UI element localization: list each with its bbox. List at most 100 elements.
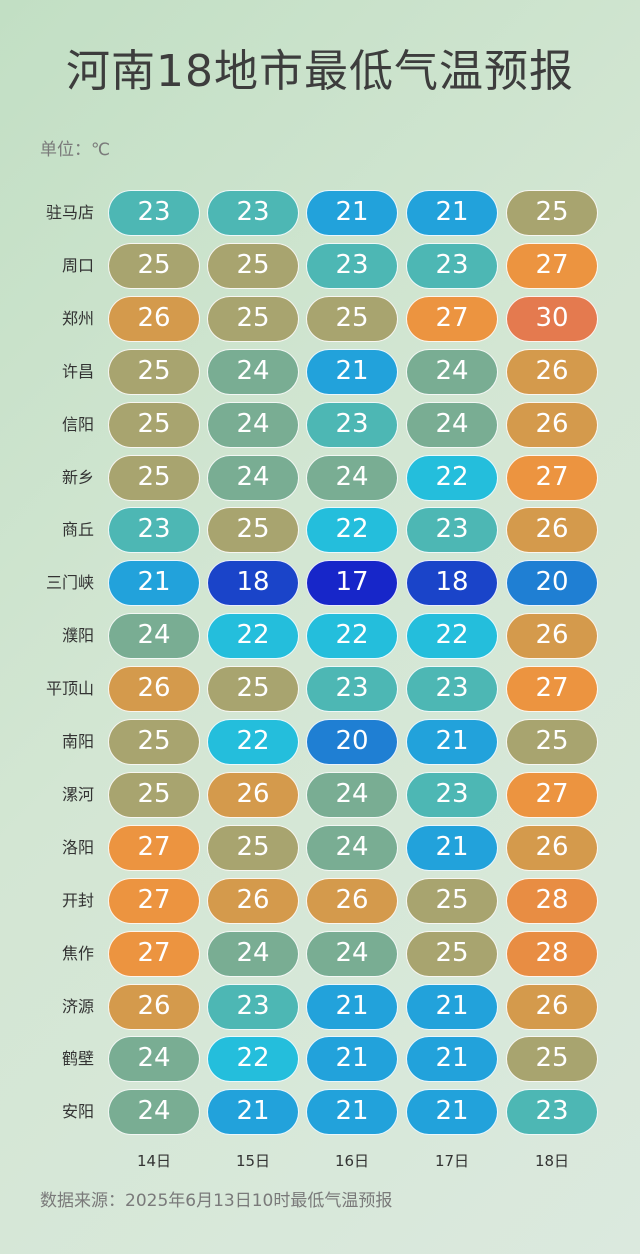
temperature-cell: 27 [506,771,598,818]
temperature-cell: 21 [306,983,398,1030]
page-title: 河南18地市最低气温预报 [66,46,574,97]
temperature-cell: 26 [506,824,598,871]
city-label: 济源 [61,996,94,1016]
temperature-cell: 26 [506,507,598,554]
city-label: 三门峡 [45,573,94,593]
temperature-cell: 27 [506,242,598,289]
city-label: 驻马店 [45,203,94,222]
city-label: 鹤壁 [61,1049,94,1069]
temperature-cell: 26 [306,877,398,924]
temperature-cell: 25 [108,401,200,448]
temperature-cell: 26 [207,877,299,924]
city-label: 焦作 [61,943,94,963]
temperature-cell: 24 [406,348,498,395]
temperature-cell: 25 [207,824,299,871]
temperature-cell: 21 [406,1036,498,1083]
temperature-cell: 25 [108,242,200,289]
temperature-cell: 22 [207,613,299,660]
temperature-cell: 21 [406,190,498,236]
data-source-note: 数据来源：2025年6月13日10时最低气温预报 [40,1191,393,1211]
temperature-cell: 21 [406,1089,498,1136]
temperature-cell: 21 [306,1036,398,1083]
day-label: 18日 [534,1152,570,1170]
temperature-cell: 20 [506,560,598,607]
temperature-cell: 26 [108,666,200,713]
temperature-cell: 26 [506,348,598,395]
temperature-cell: 22 [207,719,299,765]
temperature-cell: 25 [108,348,200,395]
temperature-cell: 24 [306,930,398,977]
temperature-cell: 28 [506,930,598,977]
city-label: 漯河 [61,784,94,804]
city-label: 安阳 [61,1102,94,1122]
temperature-cell: 24 [207,454,299,501]
temperature-cell: 27 [108,930,200,977]
temperature-cell: 25 [406,877,498,924]
temperature-cell: 21 [306,348,398,395]
temperature-cell: 17 [306,560,398,607]
temperature-cell: 21 [207,1089,299,1136]
temperature-cell: 23 [306,242,398,289]
temperature-cell: 25 [506,1036,598,1083]
temperature-cell: 23 [406,666,498,713]
temperature-cell: 27 [506,454,598,501]
city-label: 许昌 [61,361,94,381]
day-label: 14日 [136,1152,172,1170]
temperature-cell: 18 [207,560,299,607]
temperature-cell: 24 [207,348,299,395]
temperature-cell: 26 [108,983,200,1030]
temperature-cell: 24 [108,1036,200,1083]
temperature-cell: 26 [108,295,200,342]
temperature-cell: 22 [306,613,398,660]
temperature-cell: 22 [207,1036,299,1083]
temperature-cell: 23 [406,507,498,554]
temperature-cell: 24 [306,771,398,818]
temperature-cell: 26 [506,401,598,448]
temperature-cell: 25 [506,719,598,765]
temperature-cell: 23 [406,771,498,818]
temperature-cell: 25 [406,930,498,977]
temperature-cell: 21 [406,983,498,1030]
city-label: 周口 [61,255,94,275]
temperature-cell: 25 [506,190,598,236]
temperature-cell: 24 [406,401,498,448]
city-label: 洛阳 [61,837,94,857]
temperature-cell: 22 [306,507,398,554]
temperature-cell: 25 [306,295,398,342]
temperature-cell: 25 [207,242,299,289]
temperature-cell: 23 [108,507,200,554]
city-label: 信阳 [61,414,94,434]
day-label: 16日 [334,1152,370,1170]
temperature-cell: 27 [108,877,200,924]
temperature-cell: 24 [207,930,299,977]
unit-label: 单位：℃ [40,140,111,160]
temperature-cell: 21 [108,560,200,607]
temperature-cell: 21 [406,824,498,871]
temperature-cell: 25 [207,666,299,713]
temperature-cell: 23 [306,666,398,713]
temperature-cell: 21 [306,190,398,236]
temperature-cell: 27 [406,295,498,342]
temperature-cell: 21 [406,719,498,765]
temperature-cell: 22 [406,613,498,660]
temperature-cell: 21 [306,1089,398,1136]
temperature-cell: 27 [506,666,598,713]
city-label: 商丘 [61,520,94,540]
temperature-cell: 24 [108,1089,200,1136]
temperature-cell: 27 [108,824,200,871]
temperature-cell: 24 [306,824,398,871]
temperature-cell: 20 [306,719,398,765]
city-label: 平顶山 [45,679,94,699]
temperature-cell: 25 [108,771,200,818]
temperature-cell: 18 [406,560,498,607]
temperature-cell: 24 [207,401,299,448]
temperature-cell: 25 [207,507,299,554]
temperature-cell: 23 [306,401,398,448]
temperature-cell: 28 [506,877,598,924]
temperature-cell: 26 [506,983,598,1030]
temperature-cell: 26 [506,613,598,660]
city-label: 新乡 [61,467,94,487]
temperature-cell: 25 [207,295,299,342]
temperature-cell: 23 [207,190,299,236]
